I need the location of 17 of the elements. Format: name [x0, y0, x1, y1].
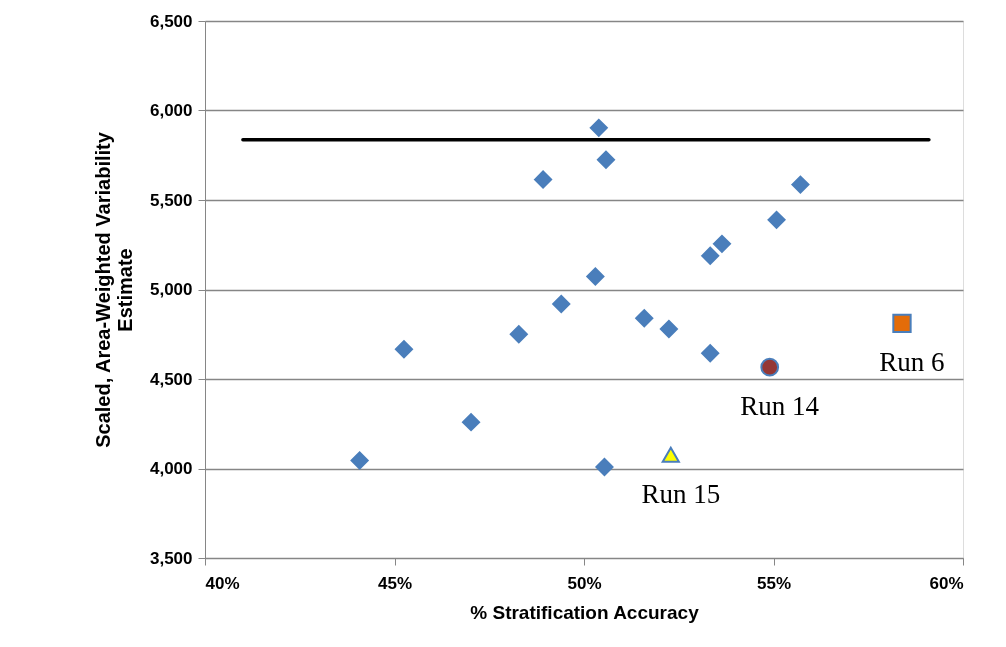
y-tick-label: 5,000 [149, 280, 193, 299]
y-tick-label: 6,000 [149, 101, 193, 120]
series-label: Run 15 [641, 478, 721, 509]
x-tick-label: 60% [929, 573, 964, 593]
y-tick-label: 6,500 [149, 11, 193, 31]
y-tick-label: 3,500 [149, 548, 193, 568]
x-tick-label: 45% [377, 573, 413, 593]
x-axis-title: % Stratification Accuracy [470, 601, 700, 623]
y-axis-title: Scaled, Area-Weighted Variability Estimate [91, 131, 136, 448]
y-tick-label: 5,500 [149, 190, 193, 210]
y-tick-label: 4,000 [149, 459, 193, 478]
x-tick-label: 50% [567, 573, 602, 593]
y-tick-label: 4,500 [149, 369, 193, 389]
x-tick-label: 40% [205, 573, 240, 593]
series-label: Run 6 [879, 347, 945, 378]
x-tick-label: 55% [756, 573, 792, 593]
series-label: Run 14 [740, 391, 820, 422]
